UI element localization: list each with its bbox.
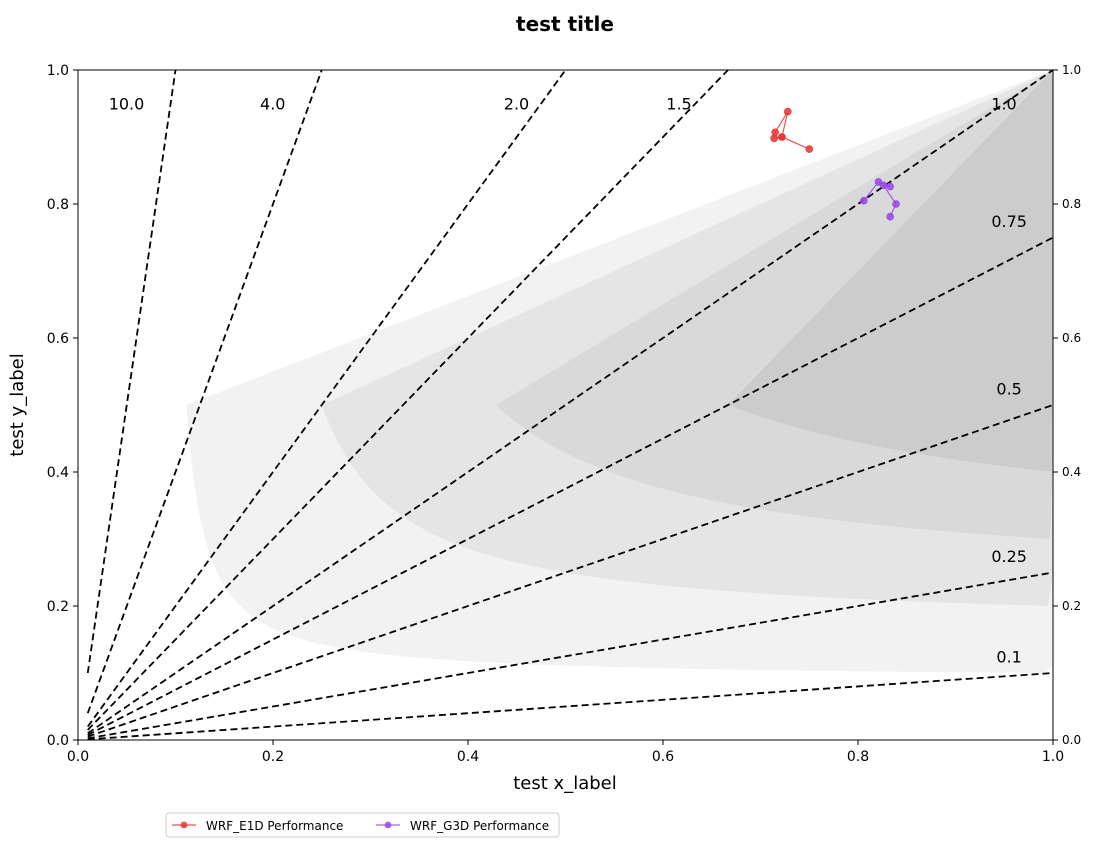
plot-frame [77,69,1054,741]
y-tick-label: 0.4 [47,465,69,481]
legend-items: WRF_E1D Performance WRF_G3D Performance [172,819,549,833]
bias-label-0.5: 0.5 [996,379,1021,398]
series-1-point-5 [886,212,894,221]
bias-label-4.0: 4.0 [260,95,285,114]
x-tick-label: 0.6 [652,749,674,765]
bias-lines [86,69,1054,741]
series-1-point-4 [892,200,900,208]
legend-box [165,812,560,838]
y-right-tick-label: 0.8 [1062,197,1081,211]
y-axis-right-ticks: 0.0 0.2 0.4 0.6 0.8 1.0 [1053,63,1081,747]
bias-line-0.25 [87,571,1054,740]
legend-marker-0 [180,821,188,829]
legend-label-0: WRF_E1D Performance [206,819,343,833]
series-1-point-3 [879,181,888,190]
bias-label-2.0: 2.0 [504,95,529,114]
shade-region-csi-0.4 [728,70,1053,472]
x-tick-label: 0.4 [457,749,479,765]
y-axis-label: test y_label [7,353,28,456]
bias-label-1.5: 1.5 [666,95,691,114]
y-right-tick-label: 0.2 [1062,599,1081,613]
bias-label-0.25: 0.25 [991,547,1027,566]
bias-label-1.0: 1.0 [991,95,1016,114]
y-right-tick-label: 0.0 [1062,733,1081,747]
y-right-tick-label: 1.0 [1062,63,1081,77]
y-right-tick-label: 0.4 [1062,465,1081,479]
y-tick-label: 1.0 [47,63,69,79]
x-tick-label: 0.0 [67,749,89,765]
y-tick-label: 0.6 [47,331,69,347]
x-tick-label: 0.2 [262,749,284,765]
bias-labels: 10.0 4.0 2.0 1.5 1.0 0.75 0.5 0.25 0.1 [109,95,1027,667]
series-0-point-5 [778,133,786,141]
bias-line-4.0 [86,69,323,714]
legend-marker-1 [384,821,392,829]
series-0-point-0 [805,145,814,153]
series-0-point-3 [771,128,779,137]
bias-label-10.0: 10.0 [109,95,145,114]
x-tick-label: 0.8 [847,749,869,765]
x-axis-ticks: 0.0 0.2 0.4 0.6 0.8 1.0 [67,740,1064,765]
bias-line-2.0 [87,69,567,728]
series-1-point-0 [860,196,868,205]
x-tick-label: 1.0 [1042,749,1064,765]
bias-line-0.75 [87,236,1054,736]
y-tick-label: 0.0 [47,733,69,749]
bias-label-0.1: 0.1 [996,647,1021,666]
bias-line-0.1 [87,672,1054,741]
y-right-tick-label: 0.6 [1062,331,1081,345]
series-layer [770,107,900,221]
legend: WRF_E1D Performance WRF_G3D Performance [165,812,560,838]
y-tick-label: 0.2 [47,599,69,615]
series-0-point-4 [783,107,792,116]
bias-label-0.75: 0.75 [991,212,1027,231]
y-tick-label: 0.8 [47,197,69,213]
series-1-point-2 [886,182,894,191]
x-axis-label: test x_label [513,773,616,794]
bias-line-0.5 [87,404,1054,738]
legend-label-1: WRF_G3D Performance [410,819,549,833]
bias-line-10.0 [86,69,177,674]
bias-line-1.0 [87,69,1054,735]
y-axis-ticks: 0.0 0.2 0.4 0.6 0.8 1.0 [47,63,78,749]
chart-title: test title [516,12,614,36]
